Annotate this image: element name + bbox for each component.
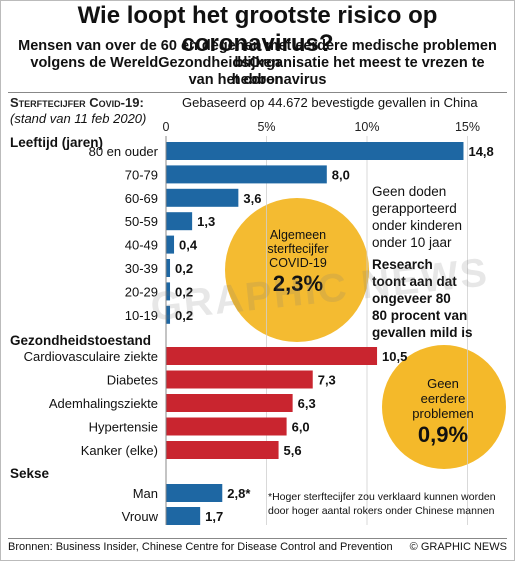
bar bbox=[166, 165, 327, 184]
no-prior-value: 0,9% bbox=[417, 422, 469, 447]
bar bbox=[166, 235, 175, 254]
note-research-line: 80 procent van bbox=[372, 308, 468, 323]
bar bbox=[166, 484, 223, 502]
bar-category-label: 40-49 bbox=[125, 238, 158, 253]
bar bbox=[166, 370, 313, 389]
overall-line: Algemeen bbox=[269, 228, 327, 242]
bar-value-label: 1,7 bbox=[205, 509, 223, 524]
header-label: Sterftecijfer Covid-19: bbox=[10, 95, 144, 110]
note-no-deaths-line: onder 10 jaar bbox=[372, 235, 452, 250]
bar bbox=[166, 347, 378, 365]
bar bbox=[166, 212, 193, 231]
bar bbox=[166, 282, 171, 301]
overall-value: 2,3% bbox=[272, 271, 324, 296]
group-title: Sekse bbox=[10, 466, 50, 481]
bar-value-label: 3,6 bbox=[243, 191, 261, 206]
header-text: Gebaseerd op 44.672 bevestigde gevallen … bbox=[182, 95, 478, 110]
bar bbox=[166, 441, 279, 459]
no-prior-line: problemen bbox=[412, 406, 474, 421]
footnote-line: door hoger aantal rokers onder Chinese m… bbox=[268, 505, 495, 517]
overall-line: sterftecijfer bbox=[267, 242, 329, 256]
bar-category-label: 30-39 bbox=[125, 261, 158, 276]
no-prior-line: eerdere bbox=[420, 391, 466, 406]
subtitle-line-1: Mensen van over de 60 en degenen met eer… bbox=[18, 38, 497, 71]
group-title: Leeftijd (jaren) bbox=[10, 135, 103, 150]
note-no-deaths-line: Geen doden bbox=[372, 184, 447, 199]
page-title: Wie loopt het grootste risico op coronav… bbox=[77, 2, 438, 57]
note-research-line: ongeveer 80 bbox=[372, 291, 451, 306]
note-no-deaths-line: gerapporteerd bbox=[372, 201, 457, 216]
bar-value-label: 0,2 bbox=[175, 284, 193, 299]
bar-category-label: Man bbox=[133, 486, 158, 501]
no-prior-circle-text: Geen eerdere problemen 0,9% bbox=[398, 376, 488, 449]
note-research-line: Research bbox=[372, 257, 433, 272]
note-research-line: gevallen mild is bbox=[372, 325, 473, 340]
overall-line: COVID-19 bbox=[269, 256, 327, 270]
bar-category-label: Ademhalingsziekte bbox=[49, 396, 158, 411]
bar-value-label: 2,8* bbox=[227, 486, 251, 501]
footer-source: Bronnen: Business Insider, Chinese Centr… bbox=[8, 541, 393, 553]
bar bbox=[166, 417, 287, 436]
bar-category-label: Vrouw bbox=[122, 509, 159, 524]
bar bbox=[166, 188, 239, 207]
x-tick-label: 15% bbox=[455, 120, 480, 134]
bar-category-label: Kanker (elke) bbox=[81, 443, 158, 458]
overall-circle-text: Algemeen sterftecijfer COVID-19 2,3% bbox=[248, 228, 348, 298]
bar-value-label: 0,2 bbox=[175, 308, 193, 323]
bar-value-label: 0,4 bbox=[179, 238, 198, 253]
bar-value-label: 1,3 bbox=[197, 214, 215, 229]
bar-category-label: Hypertensie bbox=[89, 420, 158, 435]
top-rule bbox=[8, 92, 507, 93]
bar bbox=[166, 305, 171, 324]
bar-category-label: 50-59 bbox=[125, 214, 158, 229]
bar bbox=[166, 394, 293, 412]
note-research: Research toont aan dat ongeveer 80 80 pr… bbox=[372, 256, 473, 341]
x-tick-label: 0 bbox=[163, 120, 170, 134]
bar-category-label: 80 en ouder bbox=[89, 144, 159, 159]
bar-category-label: 10-19 bbox=[125, 308, 158, 323]
note-no-deaths: Geen doden gerapporteerd onder kinderen … bbox=[372, 183, 462, 251]
bar-value-label: 5,6 bbox=[284, 443, 302, 458]
bar-category-label: 70-79 bbox=[125, 167, 158, 182]
bottom-rule bbox=[8, 538, 507, 539]
x-tick-label: 10% bbox=[354, 120, 379, 134]
bar-value-label: 6,3 bbox=[298, 396, 316, 411]
bar-value-label: 8,0 bbox=[332, 167, 350, 182]
footnote-line: *Hoger sterftecijfer zou verklaard kunne… bbox=[268, 491, 496, 503]
group-title: Gezondheidstoestand bbox=[10, 333, 151, 348]
bar-category-label: 20-29 bbox=[125, 284, 158, 299]
bar-category-label: Diabetes bbox=[107, 373, 159, 388]
subtitle-line-2: volgens de WereldGezondheidsOrganisatie … bbox=[30, 55, 485, 88]
bar-value-label: 0,2 bbox=[175, 261, 193, 276]
bar-category-label: 60-69 bbox=[125, 191, 158, 206]
bar-category-label: Cardiovasculaire ziekte bbox=[24, 349, 158, 364]
overall-circle bbox=[225, 198, 369, 342]
bar-value-label: 14,8 bbox=[468, 144, 493, 159]
bar bbox=[166, 507, 201, 525]
note-research-line: toont aan dat bbox=[372, 274, 457, 289]
note-no-deaths-line: onder kinderen bbox=[372, 218, 463, 233]
bar-value-label: 6,0 bbox=[292, 420, 310, 435]
subtitle-line-3: van het coronavirus bbox=[188, 72, 327, 88]
header-date: (stand van 11 feb 2020) bbox=[10, 111, 147, 126]
footer-credit: © GRAPHIC NEWS bbox=[409, 541, 507, 553]
bar bbox=[166, 259, 171, 277]
footnote: *Hoger sterftecijfer zou verklaard kunne… bbox=[268, 490, 496, 518]
bar-value-label: 7,3 bbox=[318, 373, 336, 388]
no-prior-circle bbox=[382, 345, 506, 469]
x-tick-label: 5% bbox=[257, 120, 275, 134]
bar-value-label: 10,5 bbox=[382, 349, 407, 364]
no-prior-line: Geen bbox=[427, 376, 459, 391]
bar bbox=[166, 142, 464, 160]
